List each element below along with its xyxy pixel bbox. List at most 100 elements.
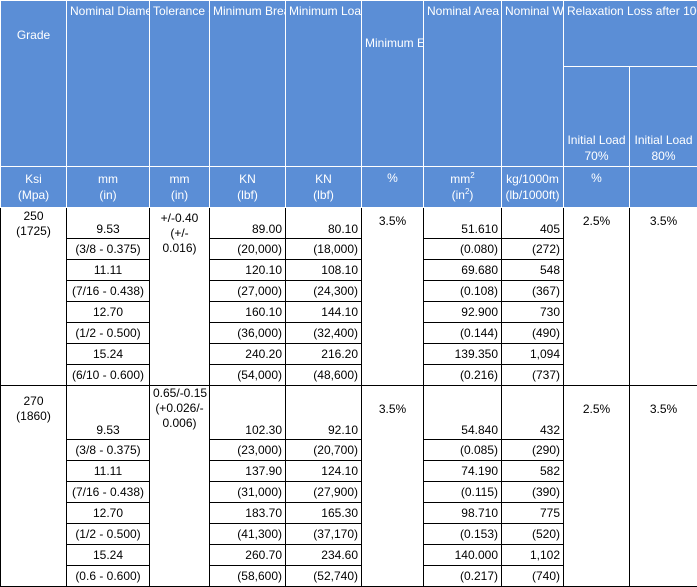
unit-breaking: KN(lbf) [210,167,286,208]
unit-relaxation: % [564,167,630,208]
initial-load-70-label: Initial Load [567,133,625,147]
breaking-cell: 137.90 [210,461,286,482]
unit-diameter: mm(in) [67,167,150,208]
header-min-elongation: Minimum Elongation (Gauge Length 610mm/2… [362,1,424,167]
diameter-cell: 15.24 [67,545,150,566]
weight-cell: (490) [502,323,564,344]
header-relaxation: Relaxation Loss after 1000 hours [564,1,697,67]
load-cell: 234.60 [286,545,362,566]
area-cell: (0.108) [424,281,502,302]
weight-cell: (740) [502,566,564,587]
load-cell: 108.10 [286,260,362,281]
weight-cell: (390) [502,482,564,503]
unit-tolerance: mm(in) [150,167,210,208]
diameter-cell: (7/16 - 0.438) [67,281,150,302]
load-cell: (24,300) [286,281,362,302]
weight-cell: (367) [502,281,564,302]
weight-cell: 405 [502,208,564,239]
load-cell: (20,700) [286,440,362,461]
load-cell: 92.10 [286,386,362,440]
weight-cell: (290) [502,440,564,461]
diameter-cell: (7/16 - 0.438) [67,482,150,503]
initial-load-80-label: Initial Load [634,133,692,147]
weight-cell: (737) [502,365,564,386]
weight-cell: (520) [502,524,564,545]
header-min-load: Minimum Load at 1% Extension (Yield [286,1,362,167]
relax-80-cell-250: 3.5% [630,208,697,386]
weight-cell: (272) [502,239,564,260]
breaking-cell: (31,000) [210,482,286,503]
initial-load-80-pct: 80% [651,149,675,163]
area-cell: (0.115) [424,482,502,503]
header-grade: Grade [1,1,67,167]
breaking-cell: (23,000) [210,440,286,461]
grade-cell-250: 250(1725) [1,208,67,386]
weight-cell: 775 [502,503,564,524]
tolerance-cell-270: 0.65/-0.15 (+0.026/- 0.006) [150,386,210,587]
breaking-cell: 183.70 [210,503,286,524]
unit-grade: Ksi(Mpa) [1,167,67,208]
unit-load: KN(lbf) [286,167,362,208]
header-nominal-diameter: Nominal Diameter of Strand [67,1,150,167]
header-nominal-area: Nominal Area of Strand [424,1,502,167]
unit-weight: kg/1000m(lb/1000ft) [502,167,564,208]
breaking-cell: (36,000) [210,323,286,344]
load-cell: (32,400) [286,323,362,344]
area-cell: (0.144) [424,323,502,344]
initial-load-70-pct: 70% [584,149,608,163]
area-cell: (0.217) [424,566,502,587]
header-nominal-weight: Nominal Weight of Strand (approx) [502,1,564,167]
header-tolerance: Tolerance of Diameter [150,1,210,167]
diameter-cell: 12.70 [67,302,150,323]
area-cell: 51.610 [424,208,502,239]
unit-elongation: % [362,167,424,208]
relax-80-cell-270: 3.5% [630,386,697,587]
area-cell: (0.216) [424,365,502,386]
diameter-cell: (1/2 - 0.500) [67,524,150,545]
diameter-cell: 9.53 [67,386,150,440]
tolerance-cell-250: +/-0.40 (+/- 0.016) [150,208,210,386]
relax-70-cell-250: 2.5% [564,208,630,386]
load-cell: 144.10 [286,302,362,323]
diameter-cell: (3/8 - 0.375) [67,239,150,260]
area-cell: (0.085) [424,440,502,461]
load-cell: (18,000) [286,239,362,260]
load-cell: (27,900) [286,482,362,503]
diameter-cell: 12.70 [67,503,150,524]
diameter-cell: (6/10 - 0.600) [67,365,150,386]
area-cell: 54.840 [424,386,502,440]
weight-cell: 1,102 [502,545,564,566]
area-cell: (0.080) [424,239,502,260]
breaking-cell: 120.10 [210,260,286,281]
grade-cell-270: 270(1860) [1,386,67,587]
area-cell: 139.350 [424,344,502,365]
breaking-cell: (27,000) [210,281,286,302]
area-cell: 92.900 [424,302,502,323]
breaking-cell: 102.30 [210,386,286,440]
load-cell: 124.10 [286,461,362,482]
breaking-cell: (41,300) [210,524,286,545]
breaking-cell: (20,000) [210,239,286,260]
header-initial-load-80: Initial Load 80% [630,67,697,167]
weight-cell: 582 [502,461,564,482]
elongation-cell-270: 3.5% [362,386,424,587]
area-cell: 140.000 [424,545,502,566]
area-cell: 74.190 [424,461,502,482]
load-cell: 165.30 [286,503,362,524]
breaking-cell: (54,000) [210,365,286,386]
area-cell: 98.710 [424,503,502,524]
load-cell: 80.10 [286,208,362,239]
breaking-cell: 89.00 [210,208,286,239]
header-initial-load-70: Initial Load 70% [564,67,630,167]
weight-cell: 548 [502,260,564,281]
diameter-cell: (3/8 - 0.375) [67,440,150,461]
diameter-cell: 9.53 [67,208,150,239]
header-min-breaking: Minimum Breaking Strength of Strand [210,1,286,167]
load-cell: (37,170) [286,524,362,545]
breaking-cell: 160.10 [210,302,286,323]
diameter-cell: (1/2 - 0.500) [67,323,150,344]
relax-70-cell-270: 2.5% [564,386,630,587]
load-cell: 216.20 [286,344,362,365]
breaking-cell: (58,600) [210,566,286,587]
